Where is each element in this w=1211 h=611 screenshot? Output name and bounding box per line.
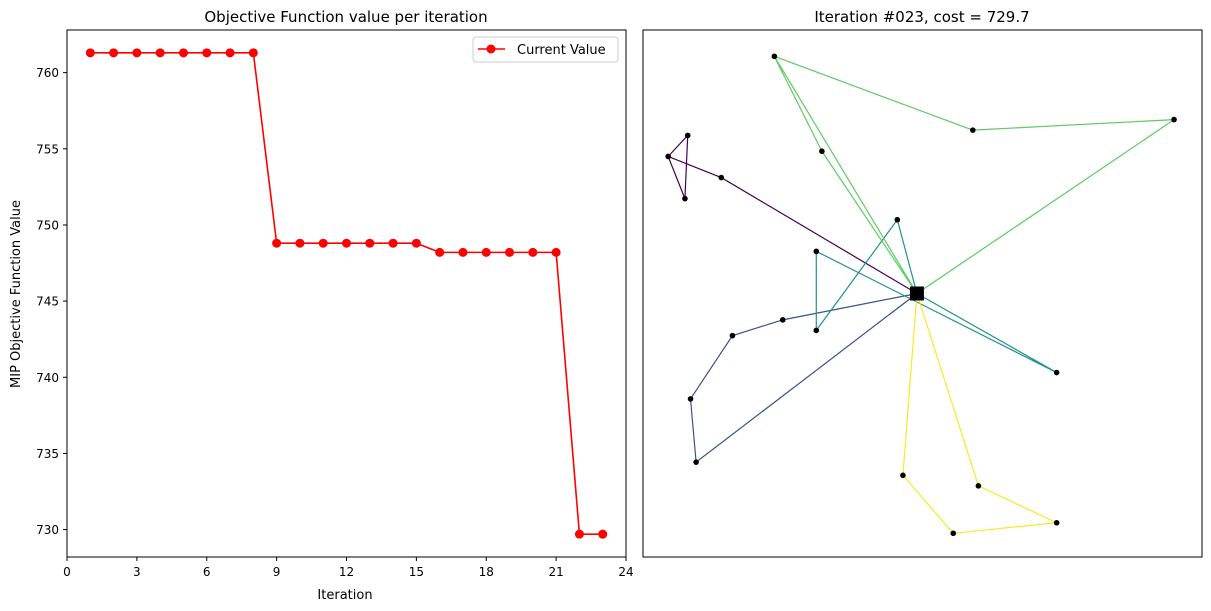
customer-node [1171,116,1177,123]
y-tick-label: 755 [36,142,59,156]
route-line [902,293,1059,534]
route-line [773,55,1177,295]
customer-node [684,132,691,139]
customer-node [687,396,694,402]
data-point [155,48,165,58]
customer-node [894,216,901,223]
y-tick-label: 750 [36,218,59,232]
data-point [505,247,515,257]
x-axis-label: Iteration [317,588,372,603]
x-tick-label: 18 [479,565,494,579]
customer-node [1053,369,1060,376]
customer-node [950,530,957,537]
y-tick-label: 735 [36,447,59,461]
customer-nodes [665,53,1177,537]
data-point [365,238,375,248]
data-point [202,48,212,58]
customer-node [665,153,671,160]
route-line [689,292,918,464]
data-point [318,238,328,248]
legend-label: Current Value [517,43,606,58]
x-tick-label: 6 [203,565,211,579]
data-point [481,247,491,257]
x-tick-label: 24 [618,565,633,579]
data-point [225,48,235,58]
customer-node [729,332,736,339]
x-tick-label: 9 [273,565,281,579]
x-tick-label: 3 [133,565,141,579]
chart-title: Objective Function value per iteration [204,8,487,26]
objective-chart: Objective Function value per iteration 0… [9,8,634,603]
chart-title: Iteration #023, cost = 729.7 [814,8,1029,26]
route-map-chart: Iteration #023, cost = 729.7 [642,8,1203,558]
plot-frame [642,29,1203,558]
customer-node [900,472,906,479]
customer-node [779,317,786,323]
x-tick-label: 15 [409,565,424,579]
data-point [85,48,95,58]
data-point [388,238,398,248]
customer-node [718,174,725,181]
data-point [109,48,119,58]
legend-marker-swatch [486,44,496,54]
route-line [667,133,918,295]
customer-node [819,148,825,155]
depot-square [909,286,924,301]
customer-node [813,248,820,255]
legend: Current Value [472,36,619,63]
customer-node [1053,519,1060,526]
data-point [272,238,282,248]
y-tick-label: 745 [36,295,59,309]
y-tick-label: 760 [36,66,59,80]
data-point [248,48,258,58]
series-current-value [85,48,608,539]
data-point [178,48,188,58]
x-axis-ticks: 0 3 6 9 12 15 18 21 24 [63,557,634,579]
data-point [458,247,468,257]
y-axis-label: MIP Objective Function Value [9,200,24,388]
customer-node [813,327,820,334]
x-tick-label: 0 [63,565,71,579]
data-point [551,247,561,257]
data-point [528,247,538,257]
customer-node [682,195,688,202]
data-point [574,529,584,539]
customer-node [970,127,976,133]
data-point [132,48,142,58]
data-point [411,238,421,248]
data-point [435,247,445,257]
y-axis-ticks: 730 735 740 745 750 755 760 [36,66,67,537]
route-line [815,218,1057,374]
depot-marker [909,286,924,301]
plot-frame [66,29,627,558]
legend-box [472,36,619,63]
data-point [342,238,351,248]
y-tick-label: 740 [36,371,59,385]
x-tick-label: 21 [548,565,563,579]
customer-node [975,483,982,489]
series-line [90,52,603,535]
data-point [295,238,305,248]
customer-node [693,459,699,465]
y-tick-label: 730 [36,523,59,537]
customer-node [771,53,778,60]
data-point [598,529,608,539]
x-tick-label: 12 [339,565,354,579]
